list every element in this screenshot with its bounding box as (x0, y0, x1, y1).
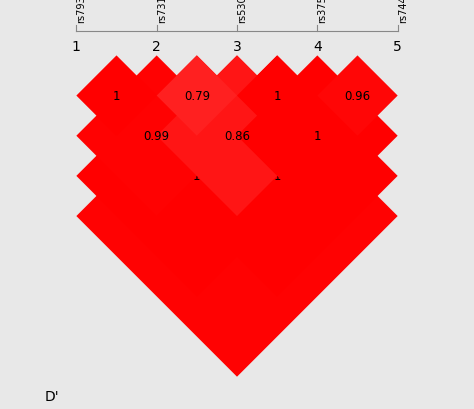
Text: 1: 1 (314, 130, 321, 143)
Text: rs73198534: rs73198534 (157, 0, 167, 22)
Text: 0.86: 0.86 (224, 130, 250, 143)
Polygon shape (76, 56, 317, 297)
Text: 0.99: 0.99 (144, 130, 170, 143)
Polygon shape (317, 56, 398, 136)
Text: 1: 1 (72, 40, 81, 54)
Polygon shape (237, 56, 317, 136)
Text: 2: 2 (152, 40, 161, 54)
Text: 1: 1 (193, 170, 201, 183)
Text: D': D' (44, 389, 59, 403)
Polygon shape (76, 56, 398, 377)
Text: 1: 1 (113, 90, 120, 103)
Text: 0.79: 0.79 (184, 90, 210, 103)
Text: rs530313445: rs530313445 (237, 0, 247, 22)
Text: rs74406481: rs74406481 (398, 0, 408, 22)
Text: 0.96: 0.96 (345, 90, 371, 103)
Text: 1: 1 (273, 90, 281, 103)
Polygon shape (76, 56, 157, 136)
Text: 4: 4 (313, 40, 322, 54)
Text: 1: 1 (273, 170, 281, 183)
Text: 0.99: 0.99 (224, 210, 250, 223)
Text: 3: 3 (233, 40, 241, 54)
Text: rs3750249: rs3750249 (317, 0, 328, 22)
Text: 5: 5 (393, 40, 402, 54)
Polygon shape (76, 56, 237, 216)
Polygon shape (157, 56, 237, 136)
Polygon shape (237, 56, 398, 216)
Polygon shape (157, 56, 317, 216)
Polygon shape (157, 56, 398, 297)
Text: rs79366093: rs79366093 (76, 0, 86, 22)
